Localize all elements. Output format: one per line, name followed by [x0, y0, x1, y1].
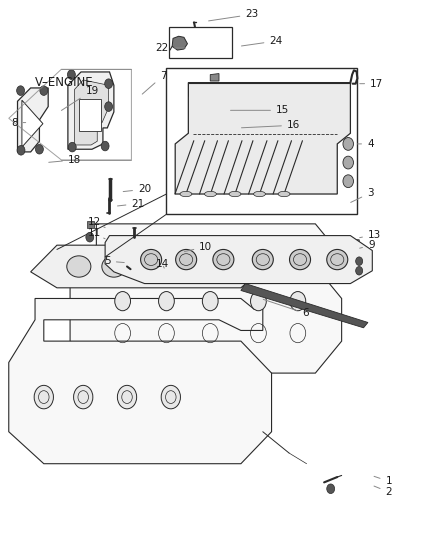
Text: 15: 15 [230, 106, 289, 115]
Bar [166, 68, 357, 214]
Ellipse shape [213, 249, 234, 270]
Text: 24: 24 [241, 36, 283, 46]
Text: 11: 11 [88, 229, 105, 239]
Bar [87, 221, 94, 228]
Circle shape [161, 385, 180, 409]
Circle shape [86, 232, 94, 242]
Polygon shape [175, 83, 350, 194]
Text: 6: 6 [263, 300, 309, 318]
Circle shape [117, 385, 137, 409]
Text: 14: 14 [155, 259, 169, 269]
Circle shape [202, 292, 218, 311]
Polygon shape [9, 298, 272, 464]
Text: 20: 20 [123, 184, 151, 194]
Polygon shape [18, 88, 48, 152]
Circle shape [356, 266, 363, 275]
Text: 22: 22 [155, 43, 186, 53]
Text: 13: 13 [360, 230, 381, 239]
Circle shape [17, 146, 25, 155]
Polygon shape [241, 284, 368, 328]
Text: 21: 21 [117, 199, 145, 208]
Ellipse shape [180, 256, 205, 277]
Circle shape [343, 175, 353, 188]
Ellipse shape [290, 249, 311, 270]
Text: 1: 1 [374, 477, 392, 486]
Text: 19: 19 [61, 86, 99, 110]
Circle shape [17, 86, 25, 95]
Ellipse shape [180, 191, 192, 197]
Text: V–ENGINE: V–ENGINE [35, 76, 94, 89]
Circle shape [115, 292, 131, 311]
Circle shape [105, 79, 113, 88]
Ellipse shape [327, 249, 348, 270]
Text: 3: 3 [351, 188, 374, 203]
Text: 9: 9 [360, 240, 374, 250]
Circle shape [40, 86, 48, 95]
Polygon shape [22, 100, 43, 147]
Circle shape [35, 144, 43, 154]
Text: 12: 12 [88, 217, 105, 228]
Circle shape [74, 385, 93, 409]
Text: 4: 4 [357, 139, 374, 149]
Ellipse shape [67, 256, 91, 277]
Bar [169, 27, 232, 58]
Circle shape [343, 138, 353, 150]
Text: 17: 17 [360, 79, 383, 88]
Text: 16: 16 [241, 120, 300, 130]
Ellipse shape [205, 191, 216, 197]
Polygon shape [31, 245, 272, 288]
Ellipse shape [176, 249, 197, 270]
Text: 18: 18 [49, 155, 81, 165]
Circle shape [290, 292, 306, 311]
Text: 10: 10 [184, 242, 212, 252]
Bar [79, 99, 101, 131]
Text: 5: 5 [104, 256, 124, 266]
Polygon shape [172, 36, 187, 50]
Circle shape [101, 141, 109, 151]
Ellipse shape [141, 249, 162, 270]
Polygon shape [74, 80, 109, 145]
Text: 7: 7 [142, 71, 166, 94]
Ellipse shape [102, 256, 126, 277]
Circle shape [105, 102, 113, 111]
Circle shape [327, 484, 335, 494]
Circle shape [68, 142, 76, 152]
Polygon shape [210, 74, 219, 81]
Polygon shape [70, 224, 359, 373]
Polygon shape [68, 72, 114, 149]
Circle shape [159, 292, 174, 311]
Ellipse shape [254, 191, 265, 197]
Ellipse shape [229, 191, 241, 197]
Text: 2: 2 [374, 486, 392, 497]
Text: 23: 23 [208, 10, 258, 21]
Circle shape [251, 292, 266, 311]
Circle shape [67, 70, 75, 79]
Circle shape [356, 257, 363, 265]
Circle shape [343, 156, 353, 169]
Polygon shape [105, 236, 372, 284]
Ellipse shape [141, 256, 165, 277]
Text: 8: 8 [11, 118, 26, 127]
Ellipse shape [252, 249, 273, 270]
Circle shape [34, 385, 53, 409]
Ellipse shape [278, 191, 290, 197]
